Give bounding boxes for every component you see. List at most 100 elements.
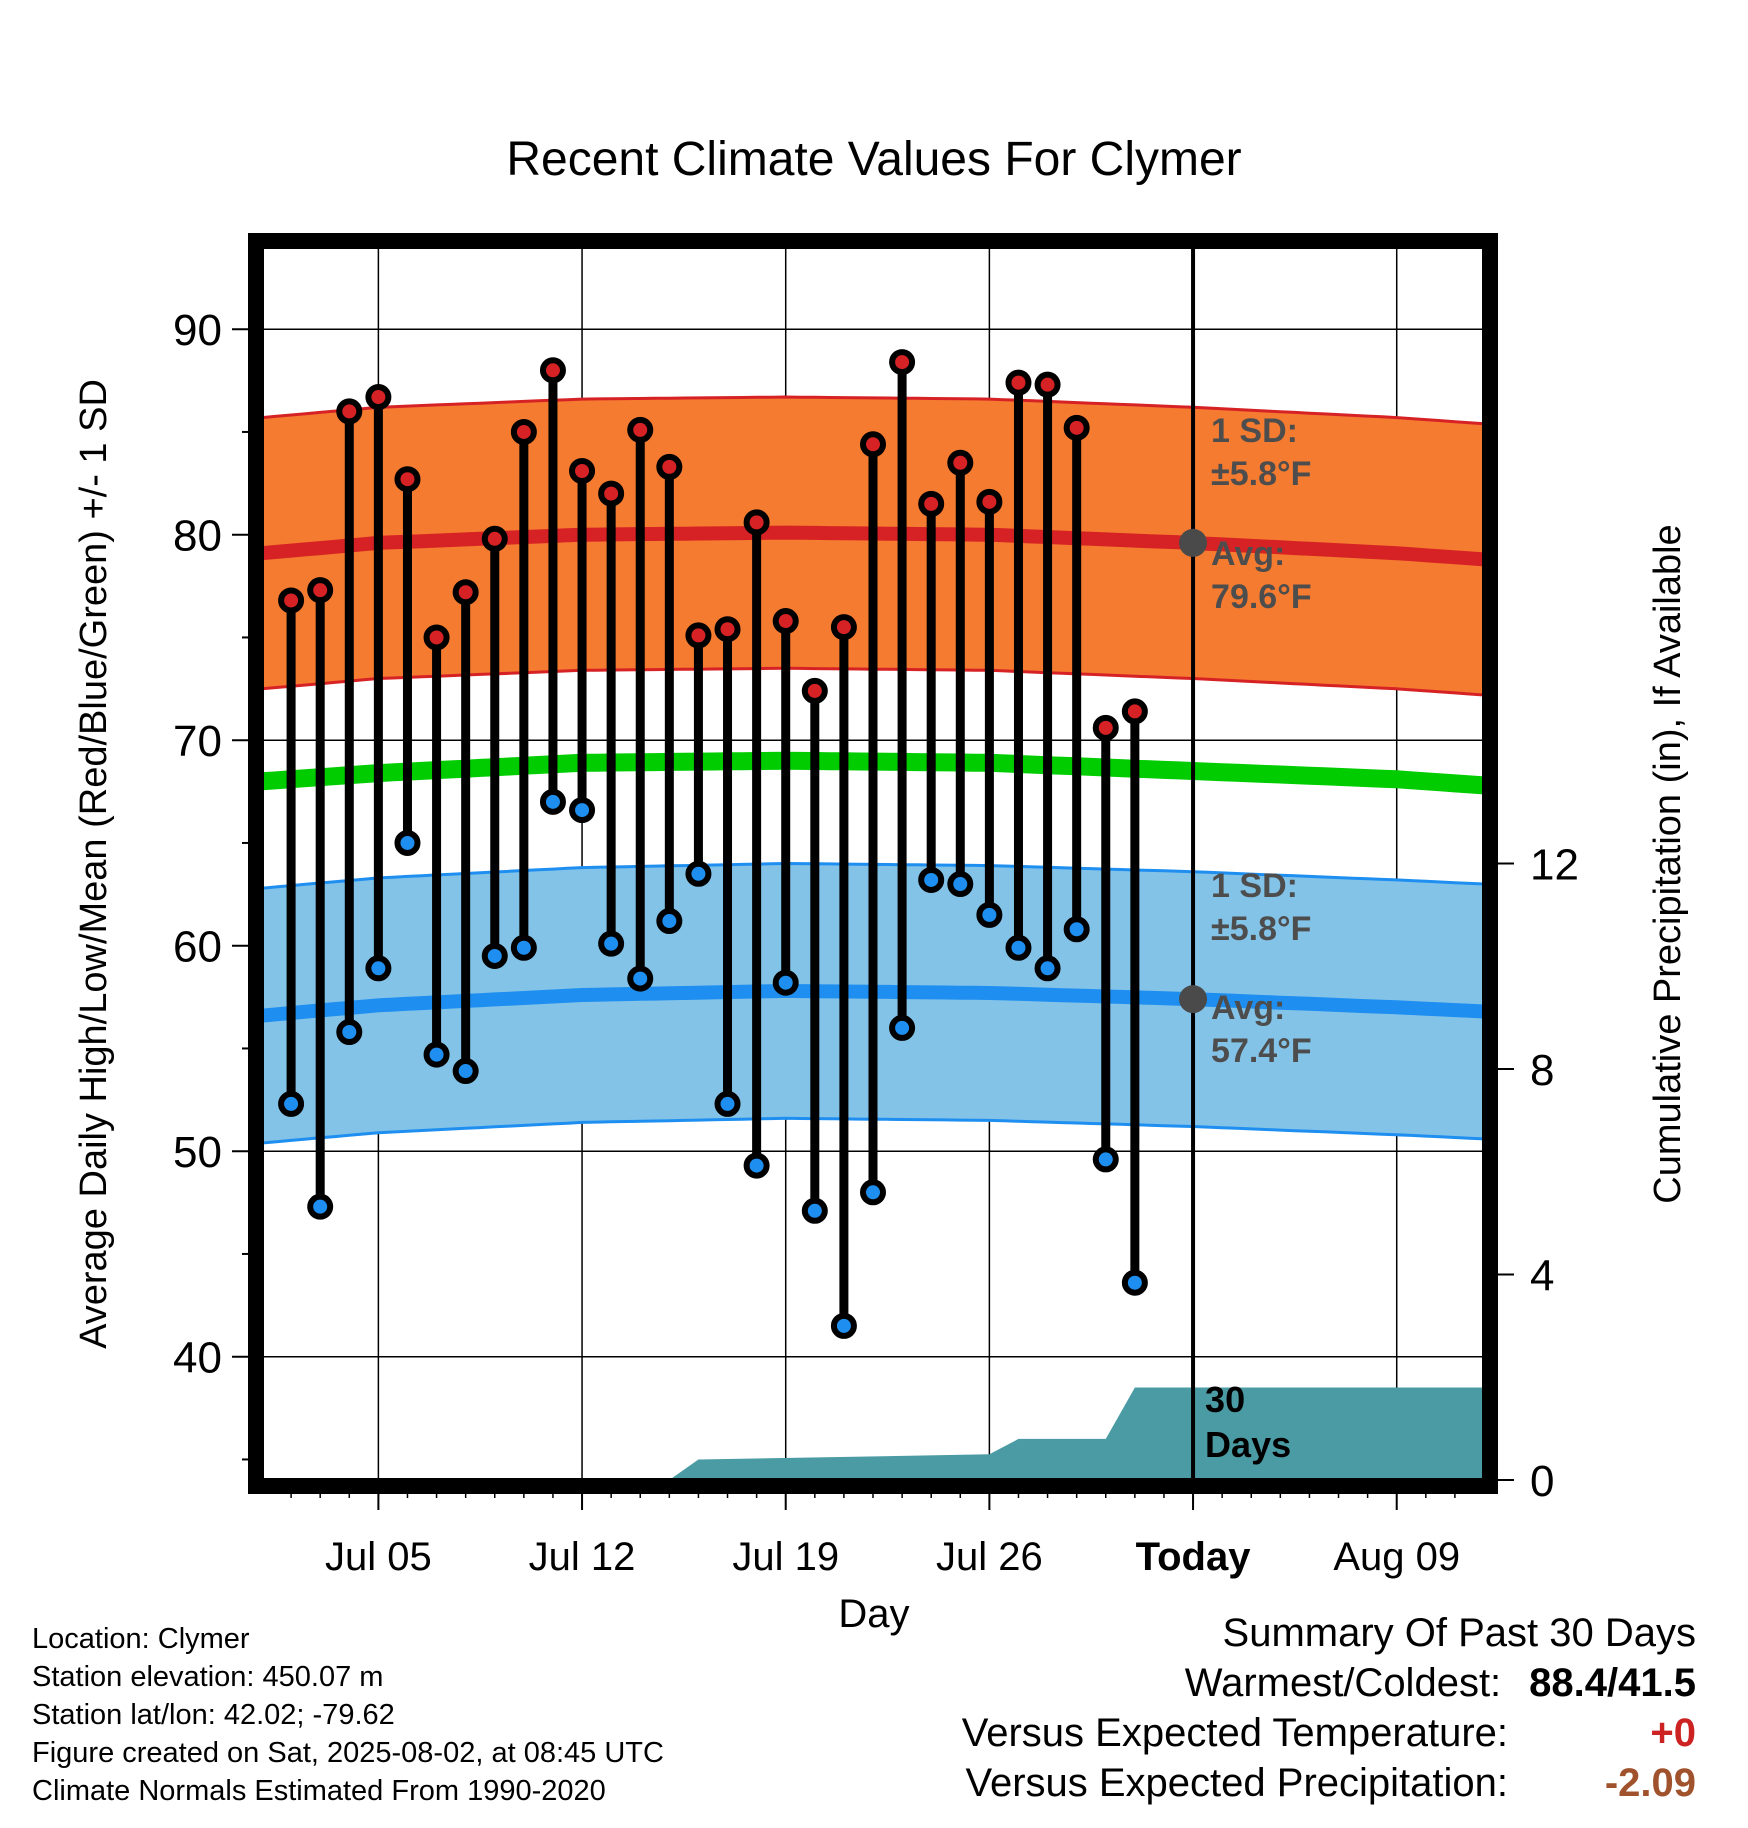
low-point [336,1019,363,1046]
y2-tick-label: 4 [1530,1252,1554,1301]
high-point [772,608,799,635]
high-point [714,616,741,643]
y-axis-label: Average Daily High/Low/Mean (Red/Blue/Gr… [73,379,115,1349]
high-point [539,357,566,384]
high-point [947,449,974,476]
low-point [598,930,625,957]
high-point [860,431,886,458]
precip-versus-label: Versus Expected Precipitation: [965,1761,1508,1805]
y-tick-label: 40 [173,1334,222,1383]
high-avg-value: 79.6°F [1211,578,1312,616]
high-point [394,466,421,493]
high-point [1092,714,1119,741]
warmest-coldest-label: Warmest/Coldest: [1184,1661,1502,1705]
temp-versus-value: +0 [1650,1711,1696,1755]
precip-versus-value: -2.09 [1604,1761,1696,1805]
high-point [918,490,945,517]
high-avg-label: Avg: [1211,535,1285,573]
low-sd-label: 1 SD: [1211,867,1298,905]
x-tick-label: Jul 05 [325,1535,432,1579]
precip-area [669,1387,1484,1480]
x-tick-label: Today [1136,1535,1252,1579]
high-point [365,384,392,411]
y2-tick-label: 8 [1530,1046,1554,1095]
created-text: Figure created on Sat, 2025-08-02, at 08… [32,1737,664,1769]
latlon-text: Station lat/lon: 42.02; -79.62 [32,1699,395,1731]
low-point [772,969,799,996]
y-tick-label: 70 [173,717,222,766]
y2-axis-label: Cumulative Precipitation (in), If Availa… [1647,524,1689,1203]
high-sd-label: 1 SD: [1211,412,1298,450]
low-point [656,908,683,935]
today-high-avg-point [1179,528,1208,557]
plot-area: 1 SD: ±5.8°F Avg: 79.6°F 1 SD: ±5.8°F Avg: 57.4… [173,233,1579,1579]
low-point [1121,1269,1148,1296]
low-point [569,797,596,824]
low-point [1063,916,1090,943]
low-avg-label: Avg: [1211,989,1285,1027]
low-point [539,788,566,815]
low-point [743,1152,770,1179]
period-label-days: Days [1205,1424,1291,1465]
low-point [947,871,974,898]
high-point [627,416,654,443]
summary-title: Summary Of Past 30 Days [1222,1611,1696,1655]
y2-tick-label: 12 [1530,841,1579,890]
location-text: Location: Clymer [32,1623,250,1655]
chart-title: Recent Climate Values For Clymer [506,133,1241,186]
low-point [801,1197,828,1224]
high-sd-value: ±5.8°F [1211,455,1311,493]
temp-versus-label: Versus Expected Temperature: [961,1711,1508,1755]
period-label-number: 30 [1205,1379,1245,1420]
y-tick-label: 80 [173,512,222,561]
low-point [1092,1146,1119,1173]
low-point [860,1179,886,1206]
high-point [685,622,712,649]
normals-text: Climate Normals Estimated From 1990-2020 [32,1775,606,1807]
low-point [1005,934,1032,961]
low-point [830,1312,857,1339]
low-point [685,860,712,887]
y-tick-label: 50 [173,1128,222,1177]
low-point [481,942,508,969]
x-tick-label: Jul 19 [732,1535,839,1579]
low-point [452,1058,479,1085]
low-point [307,1193,334,1220]
low-point [394,829,421,856]
high-point [656,453,683,480]
x-axis-label: Day [838,1592,909,1636]
high-point [569,457,596,484]
low-point [627,965,654,992]
today-low-avg-point [1179,985,1208,1014]
high-point [452,579,479,606]
x-tick-label: Jul 26 [936,1535,1043,1579]
high-sd-band-upper-edge [262,395,1484,426]
x-tick-label: Aug 09 [1333,1535,1460,1579]
low-point [714,1090,741,1117]
high-point [1121,698,1148,725]
low-point [976,901,1003,928]
high-point [1034,371,1061,398]
high-point [1005,369,1032,396]
high-point [743,509,770,536]
plot-frame [248,233,1498,1494]
station-info: Location: Clymer Station elevation: 450.… [32,1620,664,1810]
high-point [278,587,305,614]
high-point [598,480,625,507]
low-point [889,1014,916,1041]
summary-panel: Summary Of Past 30 Days Warmest/Coldest:… [962,1608,1696,1808]
low-point [278,1090,305,1117]
high-point [830,614,857,641]
high-point [1063,414,1090,441]
high-point [481,525,508,552]
high-point [889,349,916,376]
high-point [423,624,450,651]
elevation-text: Station elevation: 450.07 m [32,1661,384,1693]
y2-tick-label: 0 [1530,1457,1554,1506]
high-point [801,677,828,704]
high-point [976,488,1003,515]
y-tick-label: 90 [173,306,222,355]
low-avg-value: 57.4°F [1211,1032,1312,1070]
warmest-coldest-value: 88.4/41.5 [1529,1661,1696,1705]
